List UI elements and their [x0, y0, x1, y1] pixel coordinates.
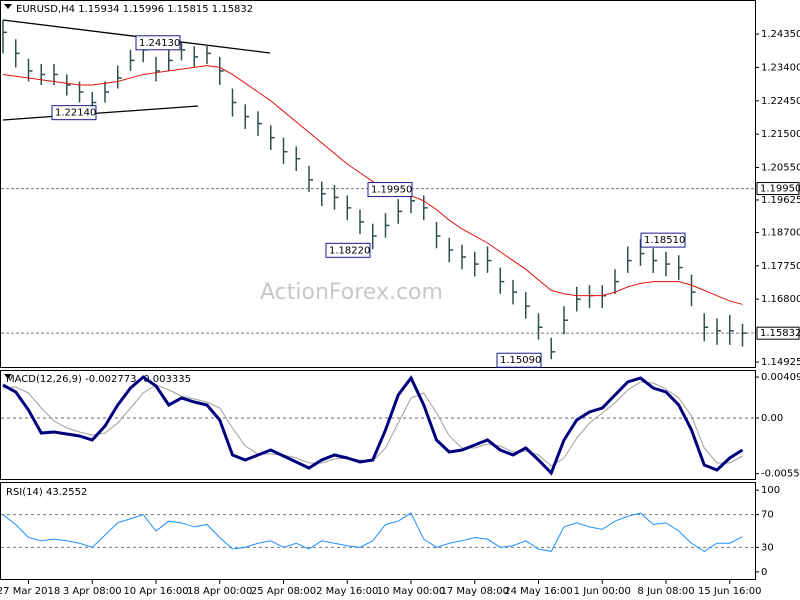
y-tick-label: 1.21500 — [761, 129, 800, 140]
rsi-line — [2, 512, 743, 553]
annotation-box — [640, 232, 686, 248]
rsi-title: RSI(14) 43.2552 — [6, 487, 87, 498]
annotation-label: 1.18220 — [329, 245, 370, 256]
y-tick-label: 1.19625 — [761, 195, 800, 206]
macd-line — [2, 375, 744, 476]
x-tick-label: 18 Apr 00:00 — [187, 586, 252, 597]
y-tick-label: 1.16800 — [761, 294, 800, 305]
x-tick-label: 10 Apr 16:00 — [123, 586, 188, 597]
annotation-box — [367, 182, 413, 198]
y-tick-label: 1.20550 — [761, 162, 800, 173]
rsi-panel — [0, 482, 756, 580]
y-tick-label: 1.24350 — [761, 29, 800, 40]
watermark: ActionForex.com — [260, 280, 443, 305]
x-tick-label: 27 Mar 2018 — [0, 586, 60, 597]
moving-average — [2, 65, 743, 305]
annotation-label: 1.24130 — [139, 38, 180, 49]
level-label: 1.15832 — [760, 328, 800, 339]
y-tick-label: 0.00 — [761, 413, 783, 424]
annotation-label: 1.22140 — [55, 108, 96, 119]
y-tick-label: 1.17750 — [761, 261, 800, 272]
level-label: 1.19950 — [760, 184, 800, 195]
x-tick-label: 8 Jun 08:00 — [637, 586, 694, 597]
y-tick-label: 100 — [761, 485, 780, 496]
signal-line — [2, 381, 743, 467]
level-box — [756, 326, 800, 340]
x-tick-label: 17 May 08:00 — [440, 586, 509, 597]
y-tick-label: 1.23400 — [761, 62, 800, 73]
annotation-label: 1.19950 — [371, 185, 412, 196]
menu-arrow[interactable] — [4, 4, 12, 9]
menu-arrow[interactable] — [4, 374, 12, 379]
level-box — [756, 182, 800, 196]
x-tick-label: 2 May 16:00 — [316, 586, 378, 597]
price-panel — [0, 0, 756, 368]
y-tick-label: 30 — [761, 542, 774, 553]
annotation-box — [51, 105, 97, 121]
annotation-box — [135, 35, 181, 51]
x-tick-label: 15 Jun 16:00 — [698, 586, 762, 597]
y-tick-label: 1.14925 — [761, 357, 800, 368]
y-tick-label: 1.18700 — [761, 227, 800, 238]
y-tick-label: 0.004094 — [761, 372, 800, 383]
macd-title: MACD(12,26,9) -0.002773 -0.003335 — [6, 374, 191, 385]
y-tick-label: 70 — [761, 510, 774, 521]
x-tick-label: 24 May 16:00 — [504, 586, 573, 597]
x-tick-label: 25 Apr 08:00 — [251, 586, 316, 597]
y-tick-label: 1.22450 — [761, 96, 800, 107]
price-title: EURUSD,H4 1.15934 1.15996 1.15815 1.1583… — [16, 4, 253, 15]
annotation-label: 1.18510 — [644, 235, 685, 246]
macd-panel — [0, 370, 756, 480]
x-tick-label: 10 May 00:00 — [377, 586, 446, 597]
x-tick-label: 3 Apr 08:00 — [63, 586, 122, 597]
y-tick-label: -0.005568 — [761, 469, 800, 480]
annotation-box — [496, 352, 542, 368]
trend-line — [2, 105, 199, 121]
y-tick-label: 0 — [761, 567, 767, 578]
annotation-label: 1.15090 — [500, 355, 541, 366]
annotation-box — [325, 242, 371, 258]
x-tick-label: 1 Jun 00:00 — [574, 586, 631, 597]
